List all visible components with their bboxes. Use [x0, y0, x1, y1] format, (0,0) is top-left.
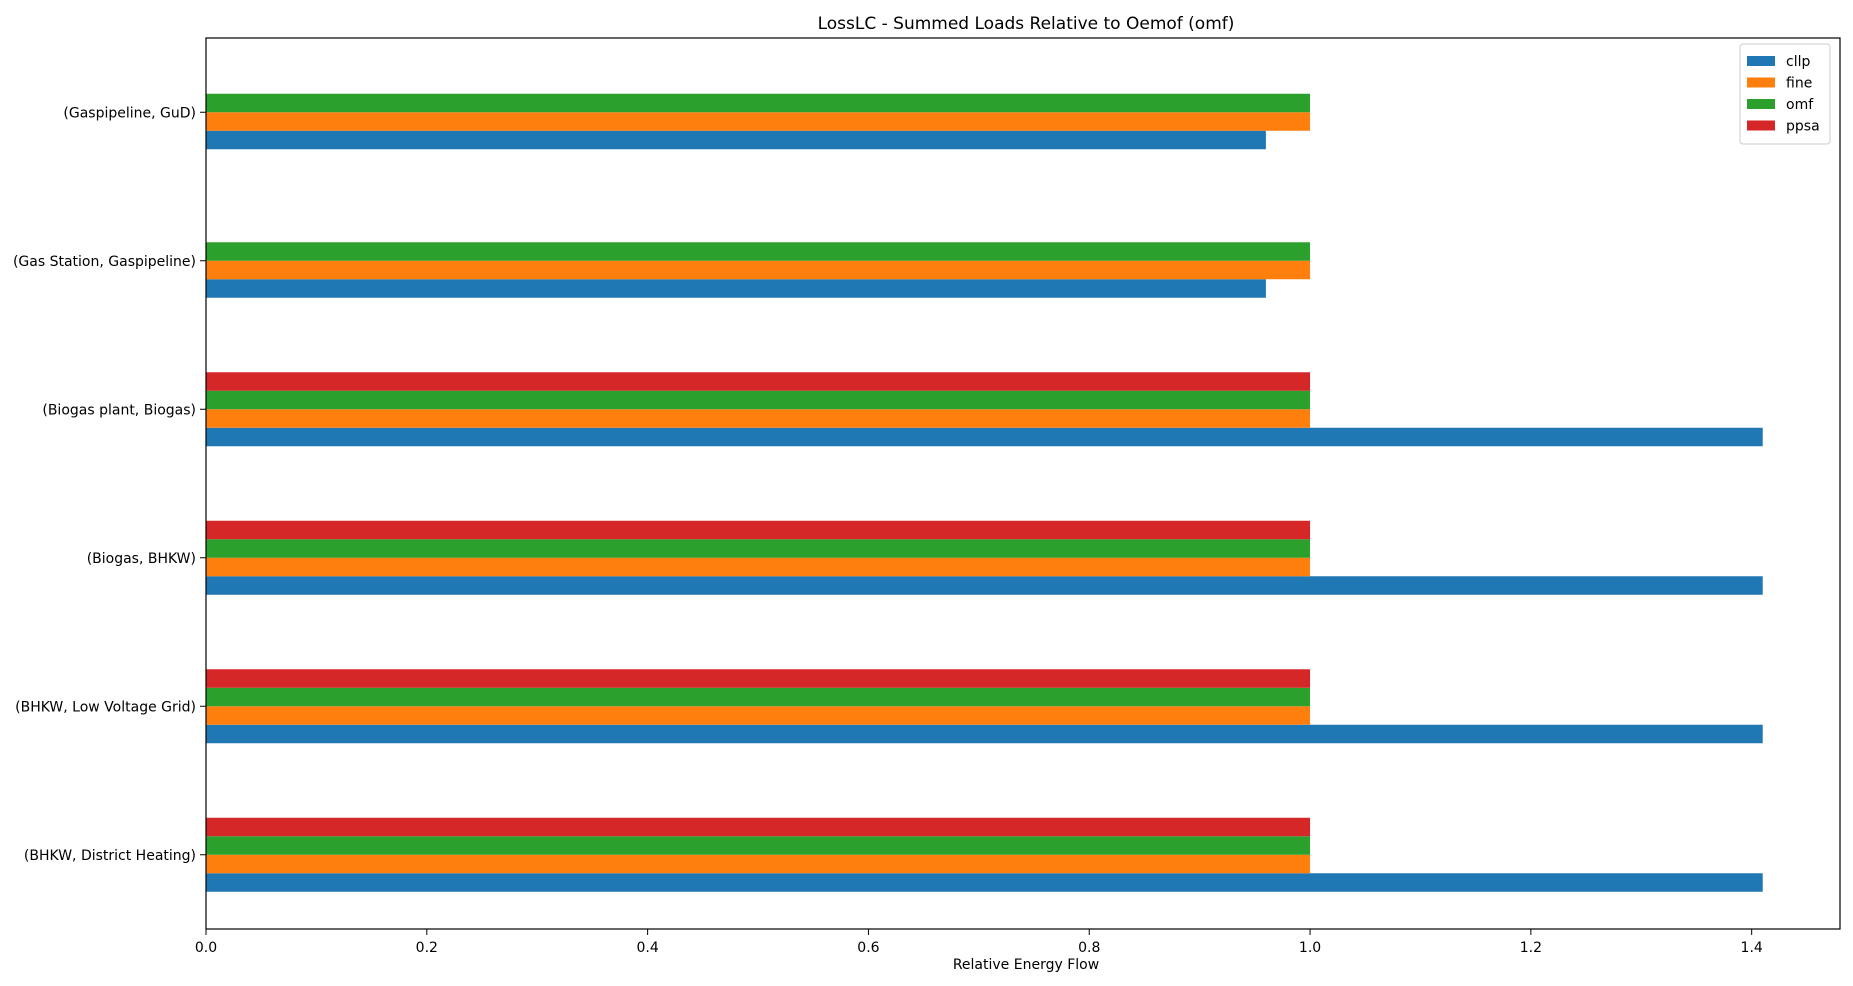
- bar-cllp-2: [206, 576, 1763, 595]
- x-tick-label: 0.8: [1078, 940, 1100, 956]
- y-tick-label: (Gaspipeline, GuD): [63, 105, 196, 121]
- bar-omf-4: [206, 242, 1311, 261]
- legend-box: [1739, 43, 1831, 145]
- x-axis-label: Relative Energy Flow: [953, 957, 1099, 973]
- x-tick-label: 0.0: [195, 940, 217, 956]
- bar-cllp-5: [206, 130, 1266, 150]
- bar-fine-2: [206, 557, 1311, 577]
- x-tick-label: 1.0: [1299, 940, 1321, 956]
- bar-cllp-1: [206, 724, 1763, 744]
- bars-layer: [206, 93, 1763, 892]
- x-tick-label: 0.6: [857, 940, 879, 956]
- bar-ppsa-3: [206, 372, 1311, 391]
- bar-omf-2: [206, 539, 1311, 558]
- legend-swatch-ppsa: [1747, 120, 1775, 131]
- x-tick-label: 0.2: [416, 940, 438, 956]
- x-tick-label: 0.4: [636, 940, 658, 956]
- legend-swatch-cllp: [1747, 56, 1775, 66]
- legend-swatch-omf: [1747, 99, 1775, 109]
- y-tick-label: (Gas Station, Gaspipeline): [13, 254, 196, 270]
- x-axis: 0.0 0.2 0.4 0.6 0.8 1.0 1.2 1.4: [195, 929, 1763, 956]
- plot-frame: [205, 37, 1841, 930]
- bar-fine-4: [206, 260, 1311, 280]
- chart-title: LossLC - Summed Loads Relative to Oemof …: [818, 14, 1235, 34]
- legend-label-cllp: cllp: [1786, 54, 1810, 70]
- bar-cllp-3: [206, 427, 1763, 447]
- bar-fine-1: [206, 706, 1311, 725]
- legend-label-ppsa: ppsa: [1786, 119, 1820, 135]
- bar-omf-3: [206, 390, 1311, 410]
- bar-ppsa-1: [206, 669, 1311, 688]
- legend-label-fine: fine: [1786, 76, 1812, 92]
- y-tick-label: (BHKW, Low Voltage Grid): [15, 699, 196, 715]
- legend-label-omf: omf: [1786, 97, 1814, 113]
- bar-omf-1: [206, 687, 1311, 707]
- bar-ppsa-2: [206, 520, 1311, 540]
- y-tick-label: (BHKW, District Heating): [24, 848, 196, 864]
- bar-fine-0: [206, 854, 1311, 874]
- legend: cllp fine omf ppsa: [1739, 43, 1831, 145]
- y-tick-label: (Biogas plant, Biogas): [42, 402, 196, 418]
- bar-ppsa-0: [206, 817, 1311, 837]
- y-tick-label: (Biogas, BHKW): [87, 551, 196, 567]
- y-axis: (BHKW, District Heating) (BHKW, Low Volta…: [13, 105, 206, 864]
- x-tick-label: 1.4: [1741, 940, 1763, 956]
- bar-fine-3: [206, 409, 1311, 428]
- legend-swatch-fine: [1747, 77, 1775, 88]
- x-tick-label: 1.2: [1520, 940, 1542, 956]
- bar-omf-0: [206, 836, 1311, 855]
- bar-fine-5: [206, 112, 1311, 131]
- bar-omf-5: [206, 93, 1311, 113]
- bar-cllp-4: [206, 279, 1266, 298]
- bar-cllp-0: [206, 873, 1763, 892]
